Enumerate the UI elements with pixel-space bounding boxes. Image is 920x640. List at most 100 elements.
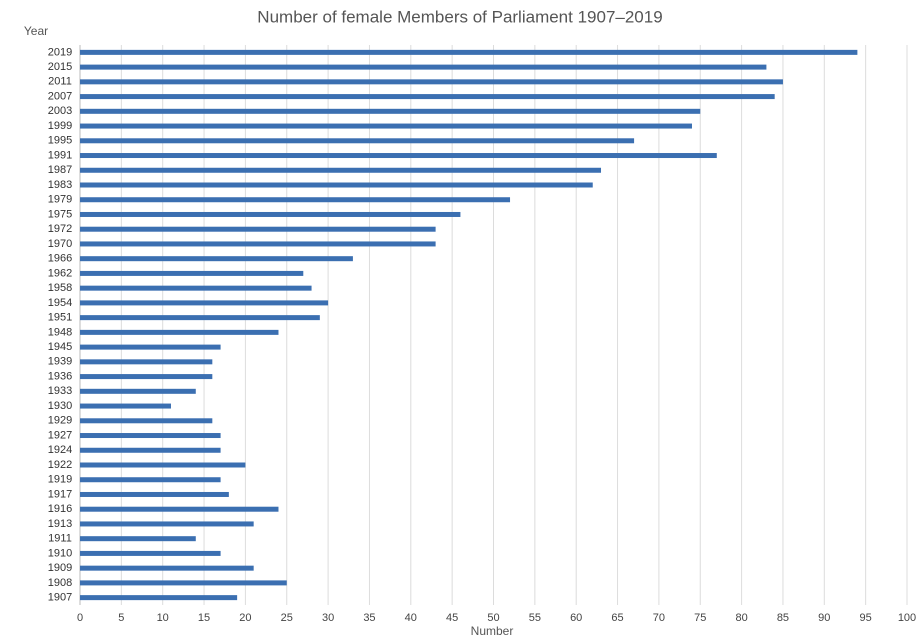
x-tick-label: 90 [818, 612, 830, 624]
x-tick-label: 65 [611, 612, 623, 624]
x-tick-label: 85 [777, 612, 789, 624]
y-tick-label: 1927 [48, 429, 72, 441]
bar [80, 388, 196, 394]
y-tick-label: 1919 [48, 474, 72, 486]
x-tick-label: 95 [860, 612, 872, 624]
bar [80, 521, 254, 527]
x-tick-label: 20 [239, 612, 251, 624]
x-tick-label: 60 [570, 612, 582, 624]
y-tick-label: 1924 [48, 444, 72, 456]
y-tick-label: 2007 [48, 90, 72, 102]
y-tick-label: 1916 [48, 503, 72, 515]
y-tick-label: 1954 [48, 297, 72, 309]
y-tick-label: 1922 [48, 459, 72, 471]
y-tick-label: 1966 [48, 253, 72, 265]
y-tick-label: 1930 [48, 400, 72, 412]
bar [80, 94, 775, 100]
y-tick-label: 1933 [48, 385, 72, 397]
bar [80, 447, 221, 453]
y-tick-label: 1999 [48, 120, 72, 132]
bar [80, 64, 767, 70]
bar [80, 300, 329, 306]
x-tick-label: 5 [118, 612, 124, 624]
bar [80, 79, 783, 85]
bar [80, 123, 692, 129]
bar [80, 462, 246, 468]
y-tick-label: 2003 [48, 105, 72, 117]
y-tick-label: 1909 [48, 562, 72, 574]
bar [80, 256, 353, 262]
x-tick-label: 55 [529, 612, 541, 624]
x-tick-label: 50 [487, 612, 499, 624]
y-tick-label: 2011 [48, 76, 72, 88]
bar [80, 536, 196, 542]
y-tick-label: 1948 [48, 326, 72, 338]
y-tick-label: 1945 [48, 341, 72, 353]
bar [80, 595, 238, 601]
bar [80, 403, 171, 409]
x-tick-label: 35 [363, 612, 375, 624]
y-tick-label: 1991 [48, 149, 72, 161]
y-axis-title: Year [24, 24, 48, 38]
y-tick-label: 1979 [48, 194, 72, 206]
chart-title: Number of female Members of Parliament 1… [257, 7, 662, 26]
y-tick-label: 2015 [48, 61, 72, 73]
bar [80, 550, 221, 556]
x-tick-label: 15 [198, 612, 210, 624]
x-tick-label: 45 [446, 612, 458, 624]
bar [80, 108, 701, 114]
x-tick-label: 75 [694, 612, 706, 624]
y-tick-label: 1908 [48, 577, 72, 589]
y-tick-label: 1970 [48, 238, 72, 250]
y-tick-label: 2019 [48, 46, 72, 58]
bar [80, 418, 213, 424]
bar [80, 506, 279, 512]
bar [80, 329, 279, 335]
x-tick-label: 100 [898, 612, 916, 624]
y-tick-label: 1910 [48, 547, 72, 559]
bar [80, 285, 312, 291]
y-tick-label: 1958 [48, 282, 72, 294]
y-tick-label: 1951 [48, 312, 72, 324]
y-tick-label: 1983 [48, 179, 72, 191]
y-tick-label: 1911 [48, 533, 72, 545]
y-tick-label: 1929 [48, 415, 72, 427]
bar [80, 477, 221, 483]
y-tick-label: 1972 [48, 223, 72, 235]
x-tick-label: 0 [77, 612, 83, 624]
bar [80, 344, 221, 350]
bar [80, 374, 213, 380]
y-tick-label: 1917 [48, 488, 72, 500]
y-tick-label: 1995 [48, 135, 72, 147]
bar [80, 49, 858, 55]
bar [80, 315, 320, 321]
bar [80, 580, 287, 586]
x-tick-label: 40 [405, 612, 417, 624]
y-tick-label: 1907 [48, 592, 72, 604]
bar [80, 226, 436, 232]
bar [80, 153, 717, 159]
y-tick-label: 1962 [48, 267, 72, 279]
bar [80, 491, 229, 497]
y-tick-label: 1975 [48, 208, 72, 220]
y-tick-label: 1936 [48, 370, 72, 382]
bar [80, 167, 602, 173]
y-tick-label: 1939 [48, 356, 72, 368]
x-tick-label: 80 [735, 612, 747, 624]
x-tick-label: 25 [281, 612, 293, 624]
bar [80, 359, 213, 365]
x-tick-label: 10 [157, 612, 169, 624]
y-tick-label: 1913 [48, 518, 72, 530]
bar [80, 197, 511, 203]
bar [80, 211, 461, 217]
bar [80, 565, 254, 571]
x-tick-label: 70 [653, 612, 665, 624]
y-tick-label: 1987 [48, 164, 72, 176]
bar [80, 182, 593, 188]
bar [80, 270, 304, 276]
bar [80, 138, 635, 144]
bar [80, 433, 221, 439]
bar [80, 241, 436, 247]
